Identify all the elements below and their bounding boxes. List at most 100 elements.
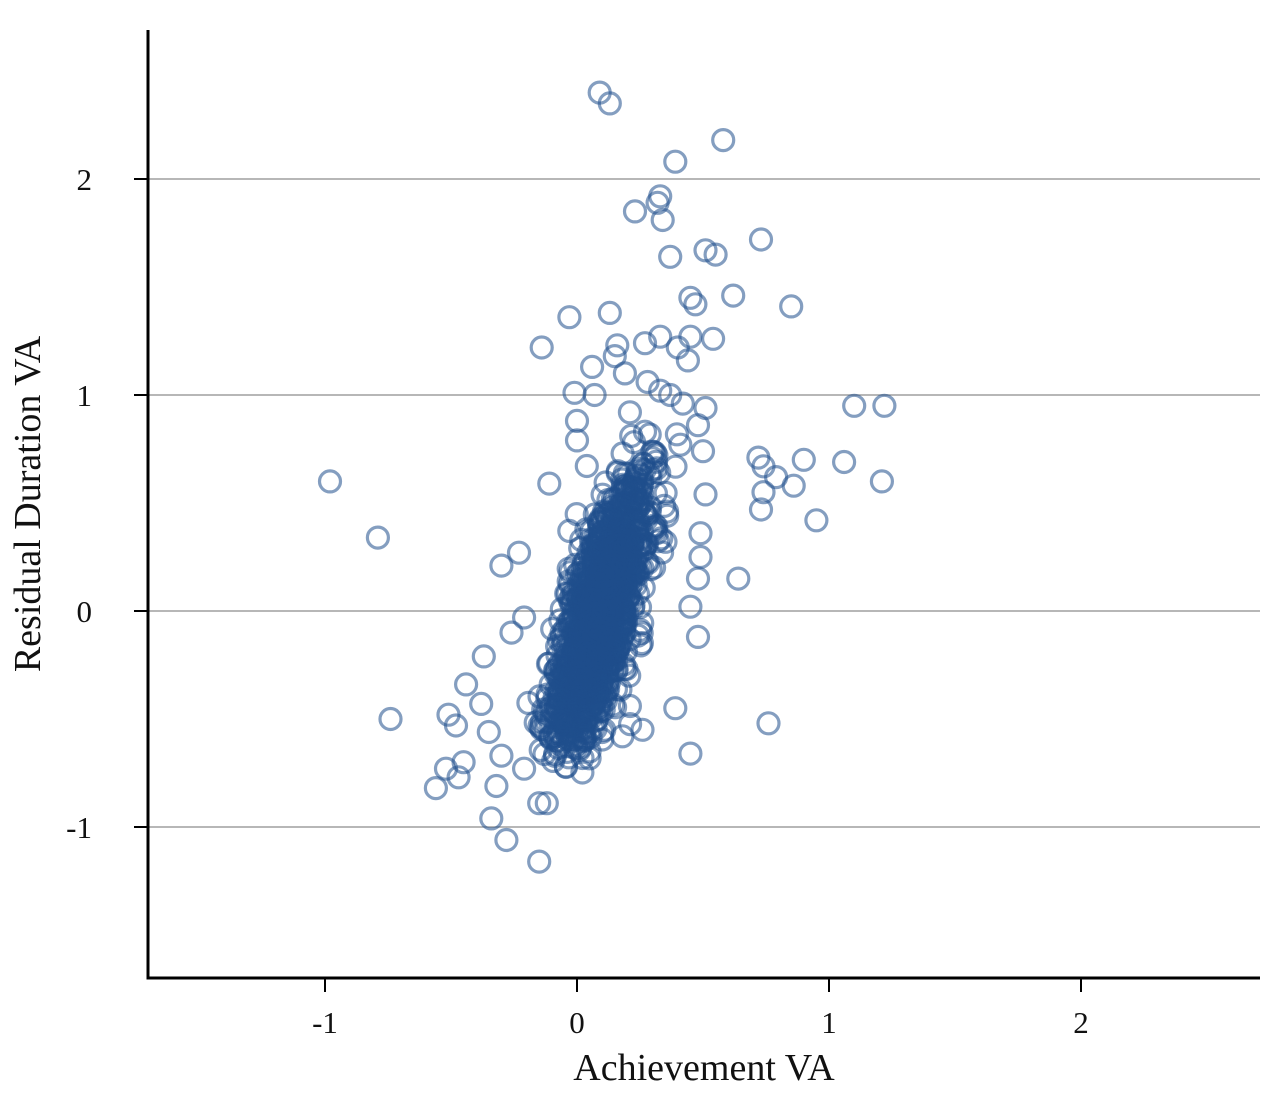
data-point bbox=[872, 393, 897, 418]
data-point bbox=[511, 605, 537, 630]
data-point bbox=[597, 91, 622, 116]
data-point bbox=[597, 300, 622, 325]
data-point bbox=[748, 227, 774, 252]
data-point bbox=[650, 207, 675, 233]
data-point bbox=[527, 849, 552, 874]
data-point bbox=[584, 539, 609, 564]
data-point bbox=[511, 756, 537, 781]
y-tick-label: 2 bbox=[77, 162, 93, 197]
data-point bbox=[688, 521, 713, 546]
data-point bbox=[562, 380, 587, 405]
data-point bbox=[499, 620, 524, 645]
data-point bbox=[756, 711, 781, 736]
data-point bbox=[620, 490, 645, 515]
data-point bbox=[476, 719, 501, 745]
data-point bbox=[663, 696, 688, 721]
data-point bbox=[831, 449, 857, 475]
data-point bbox=[590, 564, 615, 589]
data-point bbox=[598, 622, 623, 648]
data-point bbox=[443, 713, 469, 738]
data-point bbox=[537, 471, 562, 496]
data-point bbox=[583, 624, 608, 649]
data-point bbox=[614, 601, 640, 627]
data-point bbox=[553, 754, 579, 780]
data-point bbox=[605, 333, 630, 358]
data-point bbox=[632, 419, 658, 444]
data-point bbox=[529, 335, 554, 360]
data-point bbox=[628, 633, 653, 658]
data-point bbox=[632, 331, 658, 356]
data-point bbox=[489, 553, 514, 578]
data-point bbox=[685, 566, 711, 591]
data-point bbox=[570, 760, 595, 785]
data-point bbox=[664, 422, 690, 447]
data-point bbox=[658, 382, 683, 408]
data-point bbox=[628, 617, 653, 643]
data-point bbox=[616, 462, 641, 487]
data-point bbox=[446, 765, 471, 790]
data-point bbox=[365, 525, 390, 550]
data-point bbox=[842, 393, 867, 418]
data-point bbox=[489, 743, 514, 768]
data-point bbox=[622, 199, 648, 224]
data-point bbox=[748, 497, 774, 522]
x-tick-label: -1 bbox=[312, 1005, 338, 1040]
data-point bbox=[700, 326, 726, 351]
data-point bbox=[617, 663, 642, 688]
data-point bbox=[613, 572, 638, 597]
data-point bbox=[640, 446, 665, 471]
data-point bbox=[675, 348, 701, 373]
y-tick-labels: -1 0 1 2 bbox=[66, 162, 148, 845]
data-point bbox=[685, 413, 711, 438]
y-tick-label: -1 bbox=[66, 810, 92, 845]
data-point bbox=[317, 469, 343, 494]
data-point bbox=[564, 501, 589, 527]
data-point bbox=[534, 791, 559, 816]
data-point bbox=[567, 664, 592, 690]
data-point bbox=[378, 706, 403, 732]
gridlines bbox=[148, 178, 1260, 828]
data-point bbox=[804, 508, 829, 533]
data-point bbox=[721, 283, 746, 308]
data-point bbox=[423, 775, 448, 801]
data-points bbox=[317, 80, 897, 874]
data-point bbox=[574, 453, 599, 479]
data-point bbox=[557, 305, 582, 330]
data-point bbox=[791, 447, 816, 472]
x-tick-label: 2 bbox=[1073, 1005, 1089, 1040]
data-point bbox=[658, 244, 683, 269]
data-point bbox=[577, 739, 602, 764]
data-point bbox=[596, 631, 622, 656]
data-point bbox=[555, 672, 580, 698]
x-tick-labels: -1 0 1 2 bbox=[312, 978, 1089, 1040]
data-point bbox=[678, 594, 703, 619]
data-point bbox=[668, 432, 693, 457]
data-point bbox=[688, 544, 713, 570]
data-point bbox=[617, 400, 643, 425]
data-point bbox=[564, 408, 590, 433]
data-point bbox=[685, 624, 711, 650]
data-point bbox=[564, 428, 590, 453]
y-axis-title: Residual Duration VA bbox=[7, 335, 49, 672]
data-point bbox=[582, 382, 607, 408]
data-point bbox=[591, 600, 616, 625]
data-point bbox=[779, 294, 804, 319]
data-point bbox=[663, 149, 688, 174]
data-point bbox=[617, 693, 643, 719]
data-point bbox=[690, 439, 716, 464]
data-point bbox=[670, 391, 695, 416]
data-point bbox=[454, 672, 479, 697]
x-axis-title: Achievement VA bbox=[573, 1047, 835, 1089]
data-point bbox=[653, 480, 678, 505]
data-point bbox=[469, 691, 494, 717]
data-point bbox=[630, 717, 655, 742]
data-point bbox=[433, 756, 459, 781]
data-point bbox=[781, 473, 806, 498]
data-point bbox=[678, 285, 703, 310]
data-point bbox=[527, 791, 552, 816]
data-point bbox=[494, 827, 519, 853]
data-point bbox=[648, 324, 673, 349]
data-point bbox=[683, 292, 708, 317]
data-point bbox=[678, 741, 703, 766]
